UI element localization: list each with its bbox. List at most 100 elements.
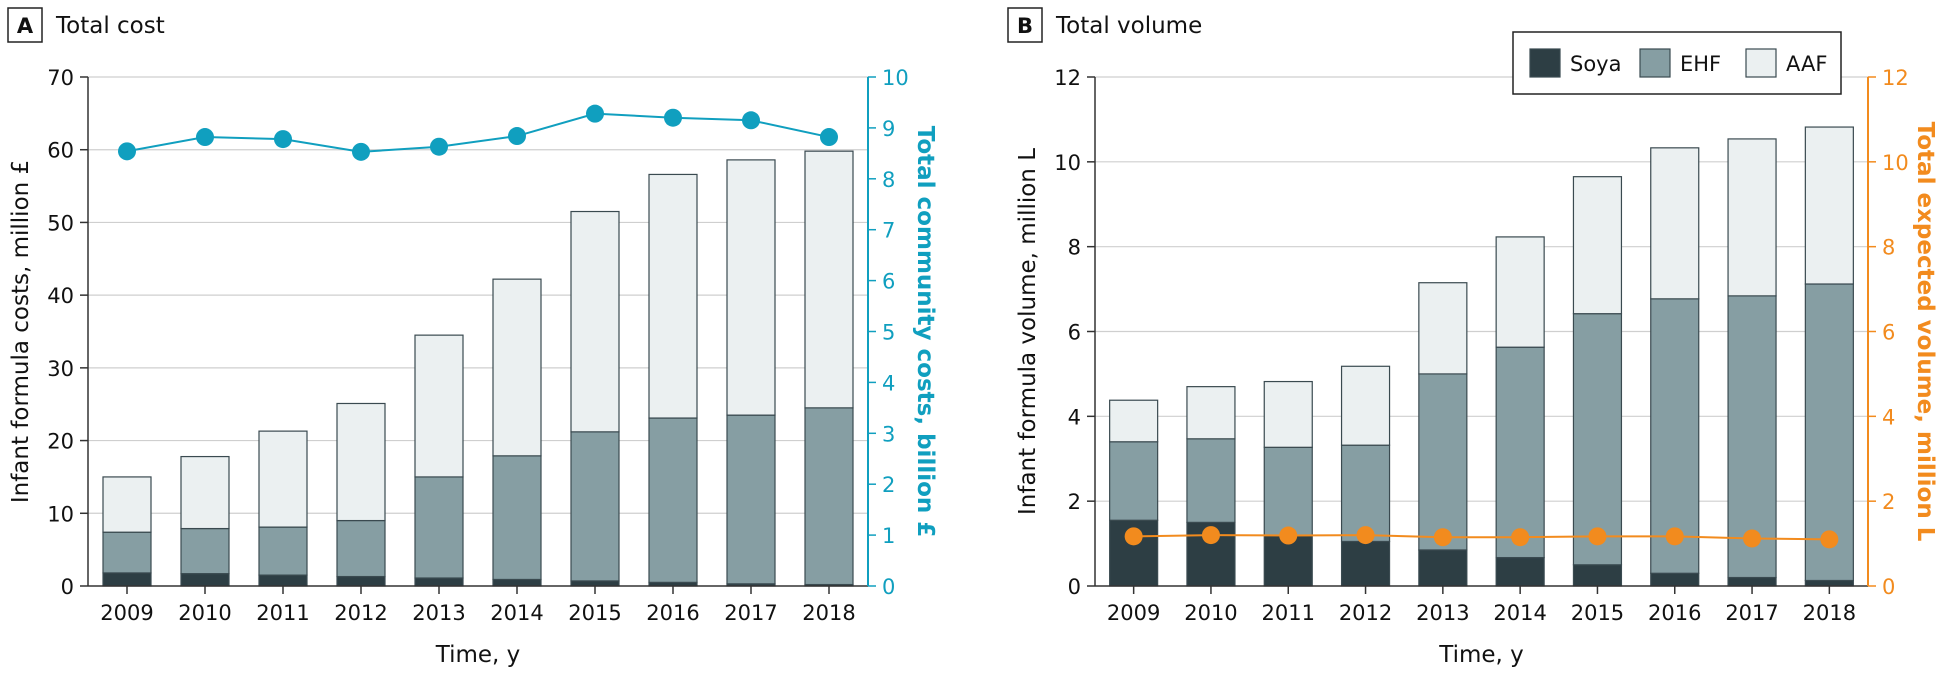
- y2-tick-label: 0: [882, 575, 895, 599]
- line-point-2018: [1820, 530, 1839, 549]
- y-tick-label: 4: [1068, 405, 1081, 429]
- y-tick-label: 70: [47, 66, 74, 90]
- bar-aaf-2017: [1727, 138, 1777, 297]
- bar-ehf-2017: [726, 414, 776, 585]
- line-point-2015: [586, 104, 604, 123]
- bar-soya-2017: [1727, 576, 1777, 587]
- line-point-2013: [430, 137, 448, 156]
- bar-aaf-2011: [258, 430, 308, 528]
- bar-soya-2012: [1340, 540, 1391, 587]
- bar-aaf-2015: [1572, 176, 1623, 315]
- bar-aaf-2015: [570, 210, 620, 433]
- y2-tick-label: 6: [882, 270, 895, 294]
- y2-tick-label: 2: [882, 473, 895, 497]
- y2-tick-label: 0: [1882, 575, 1895, 599]
- y-tick-label: 6: [1068, 321, 1081, 345]
- bar-aaf-2009: [1109, 399, 1159, 443]
- bar-soya-2016: [1650, 572, 1700, 587]
- line-point-2009: [118, 142, 136, 161]
- bar-soya-2011: [258, 574, 308, 587]
- y-tick-label: 0: [61, 575, 74, 599]
- bar-aaf-2012: [1340, 365, 1391, 446]
- x-tick-label: 2011: [1262, 601, 1315, 625]
- x-tick-label: 2018: [1803, 601, 1856, 625]
- legend-swatch-ehf: [1639, 48, 1671, 78]
- bar-ehf-2013: [414, 476, 464, 579]
- bar-aaf-2017: [726, 159, 776, 416]
- y2-tick-label: 4: [1882, 405, 1895, 429]
- y2-tick-label: 5: [882, 321, 895, 345]
- line-series: [1133, 534, 1830, 541]
- panel-title: Total volume: [1055, 13, 1202, 39]
- y2-tick-label: 8: [1882, 236, 1895, 260]
- x-tick-label: 2009: [1107, 601, 1160, 625]
- y-tick-label: 50: [47, 211, 74, 235]
- bar-soya-2009: [102, 572, 152, 587]
- bar-soya-2014: [1495, 556, 1545, 587]
- bar-aaf-2016: [1650, 147, 1700, 300]
- legend-label-ehf: EHF: [1680, 52, 1721, 76]
- x-axis-title: Time, y: [1438, 642, 1524, 668]
- x-tick-label: 2016: [1648, 601, 1701, 625]
- bar-soya-2014: [492, 578, 542, 587]
- bar-soya-2012: [336, 575, 386, 587]
- y2-tick-label: 8: [882, 168, 895, 192]
- legend-swatch-soya: [1529, 48, 1561, 78]
- panel-badge-box: [7, 7, 43, 43]
- y-tick-label: 2: [1068, 490, 1081, 514]
- legend-box: [1512, 31, 1842, 95]
- x-tick-label: 2012: [1339, 601, 1392, 625]
- y2-tick-label: 10: [1882, 151, 1909, 175]
- panel-badge-letter: B: [1017, 14, 1033, 38]
- line-point-2017: [742, 111, 760, 130]
- y-tick-label: 10: [1054, 151, 1081, 175]
- y2-axis-title: Total expected volume, million L: [1912, 122, 1938, 542]
- bar-soya-2015: [570, 580, 620, 587]
- bar-soya-2013: [414, 577, 464, 587]
- y-tick-label: 8: [1068, 236, 1081, 260]
- bar-soya-2015: [1572, 564, 1623, 587]
- bar-ehf-2011: [1263, 446, 1313, 536]
- bar-soya-2010: [180, 573, 230, 587]
- x-tick-label: 2009: [100, 601, 153, 625]
- bar-aaf-2010: [180, 455, 230, 530]
- line-point-2012: [352, 142, 370, 161]
- bar-ehf-2009: [1109, 441, 1159, 521]
- bar-ehf-2014: [492, 455, 542, 581]
- bar-aaf-2013: [414, 334, 464, 478]
- legend: Soya EHF AAF: [1512, 31, 1842, 95]
- line-point-2010: [1201, 526, 1220, 545]
- bar-ehf-2013: [1418, 373, 1468, 551]
- panel-badge-box: [1007, 7, 1043, 43]
- x-tick-label: 2015: [568, 601, 621, 625]
- bar-ehf-2014: [1495, 346, 1545, 559]
- panel-title: Total cost: [55, 13, 165, 39]
- x-tick-label: 2012: [334, 601, 387, 625]
- y2-tick-label: 9: [882, 117, 895, 141]
- bar-ehf-2018: [804, 407, 854, 586]
- y2-tick-label: 3: [882, 422, 895, 446]
- y-tick-label: 30: [47, 357, 74, 381]
- y-tick-label: 60: [47, 139, 74, 163]
- line-point-2011: [274, 130, 292, 149]
- line-point-2016: [1665, 527, 1684, 546]
- bar-aaf-2018: [804, 150, 854, 409]
- legend-label-aaf: AAF: [1786, 52, 1827, 76]
- x-tick-label: 2016: [646, 601, 699, 625]
- bar-aaf-2012: [336, 402, 386, 522]
- bar-aaf-2009: [102, 476, 152, 533]
- y2-tick-label: 10: [882, 66, 909, 90]
- line-point-2010: [196, 128, 214, 147]
- x-tick-label: 2017: [724, 601, 777, 625]
- x-axis-title: Time, y: [435, 642, 521, 668]
- line-point-2017: [1743, 529, 1762, 548]
- line-point-2014: [1511, 528, 1530, 547]
- y-tick-label: 40: [47, 284, 74, 308]
- line-point-2016: [664, 108, 682, 127]
- line-point-2013: [1433, 528, 1452, 547]
- legend-swatch-aaf: [1745, 48, 1777, 78]
- bar-ehf-2016: [648, 417, 698, 583]
- line-point-2012: [1356, 526, 1375, 545]
- bar-ehf-2012: [336, 519, 386, 578]
- line-point-2015: [1588, 527, 1607, 546]
